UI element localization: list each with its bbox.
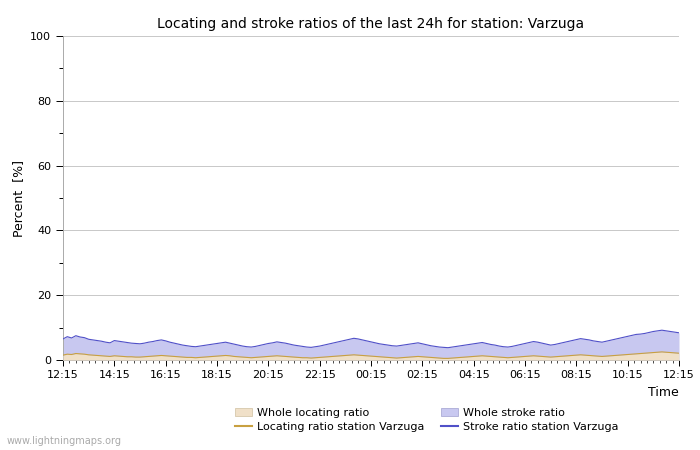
Legend: Whole locating ratio, Locating ratio station Varzuga, Whole stroke ratio, Stroke: Whole locating ratio, Locating ratio sta… xyxy=(235,408,619,432)
Text: www.lightningmaps.org: www.lightningmaps.org xyxy=(7,436,122,446)
Title: Locating and stroke ratios of the last 24h for station: Varzuga: Locating and stroke ratios of the last 2… xyxy=(158,17,584,31)
Y-axis label: Percent  [%]: Percent [%] xyxy=(12,159,24,237)
Text: Time: Time xyxy=(648,386,679,399)
